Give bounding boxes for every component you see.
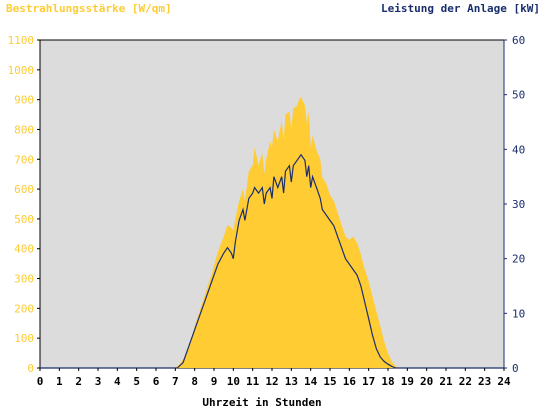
x-axis-label: Uhrzeit in Stunden [202, 396, 321, 408]
y-left-tick-label: 1000 [8, 64, 35, 77]
y-left-tick-label: 300 [14, 273, 34, 286]
x-tick-label: 23 [478, 375, 491, 388]
x-tick-label: 14 [304, 375, 318, 388]
y-left-tick-label: 900 [14, 94, 34, 107]
x-tick-label: 2 [75, 375, 82, 388]
y-left-tick-label: 700 [14, 153, 34, 166]
y-left-tick-label: 1100 [8, 34, 35, 47]
x-tick-label: 15 [323, 375, 336, 388]
x-tick-label: 9 [211, 375, 218, 388]
right-axis-title: Leistung der Anlage [kW] [381, 2, 540, 15]
series-layer [40, 96, 504, 369]
x-tick-label: 21 [439, 375, 453, 388]
x-tick-label: 13 [285, 375, 298, 388]
x-tick-label: 11 [246, 375, 260, 388]
x-tick-label: 18 [381, 375, 394, 388]
y-right-tick-label: 0 [512, 362, 519, 375]
x-tick-label: 10 [227, 375, 240, 388]
y-left-tick-label: 500 [14, 213, 34, 226]
x-tick-label: 3 [95, 375, 102, 388]
y-right-tick-label: 30 [512, 198, 525, 211]
y-left-tick-label: 600 [14, 183, 34, 196]
y-left-tick-label: 800 [14, 123, 34, 136]
left-axis-title: Bestrahlungsstärke [W/qm] [6, 2, 172, 15]
irradiance-area [40, 96, 504, 368]
y-right-tick-label: 20 [512, 253, 525, 266]
x-tick-label: 20 [420, 375, 433, 388]
x-tick-label: 12 [265, 375, 278, 388]
y-left-tick-label: 400 [14, 243, 34, 256]
y-right-tick-label: 40 [512, 143, 525, 156]
power-line [40, 153, 504, 369]
x-tick-label: 5 [133, 375, 140, 388]
y-right-tick-label: 60 [512, 34, 525, 47]
x-tick-label: 7 [172, 375, 179, 388]
x-tick-label: 0 [37, 375, 44, 388]
y-left-tick-label: 0 [27, 362, 34, 375]
x-tick-label: 4 [114, 375, 121, 388]
x-tick-label: 6 [153, 375, 160, 388]
axes-layer: 0100200300400500600700800900100011000102… [8, 34, 526, 388]
y-left-tick-label: 100 [14, 332, 34, 345]
y-right-tick-label: 10 [512, 307, 525, 320]
x-tick-label: 1 [56, 375, 63, 388]
x-tick-label: 22 [459, 375, 472, 388]
x-tick-label: 16 [343, 375, 357, 388]
y-left-tick-label: 200 [14, 302, 34, 315]
x-tick-label: 24 [497, 375, 511, 388]
x-tick-label: 8 [191, 375, 198, 388]
x-tick-label: 17 [362, 375, 375, 388]
y-right-tick-label: 50 [512, 89, 525, 102]
x-tick-label: 19 [401, 375, 414, 388]
